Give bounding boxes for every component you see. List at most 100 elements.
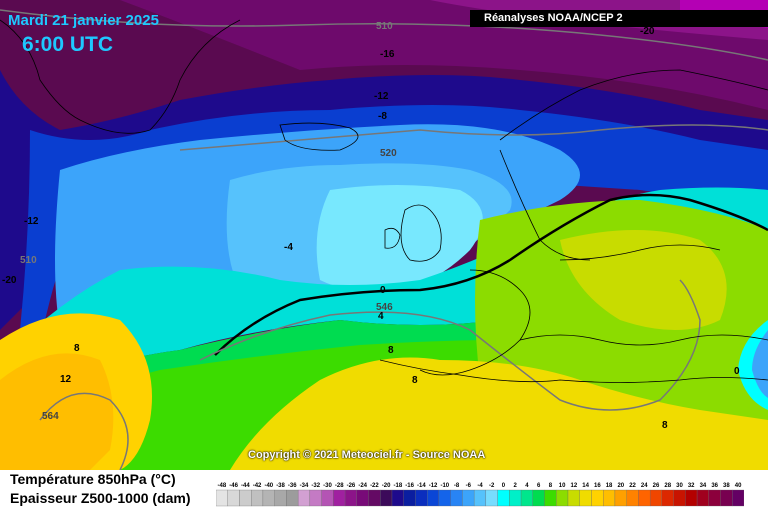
scale-swatch xyxy=(473,489,487,507)
scale-label: 8 xyxy=(549,483,553,489)
contour-label: -4 xyxy=(284,242,293,253)
scale-swatch xyxy=(309,489,322,507)
scale-swatch xyxy=(427,489,440,507)
scale-swatch xyxy=(696,489,709,507)
color-scale: -48 -46 -44 -42 -40 -38 -36 -34 -32 -30 -28 -26 -24-… xyxy=(216,483,744,507)
scale-label: 14 xyxy=(582,483,589,489)
scale-label: -16 xyxy=(405,483,414,489)
scale-swatch xyxy=(415,489,428,507)
contour-label: 8 xyxy=(662,420,668,431)
contour-label: 510 xyxy=(20,255,37,266)
scale-label: 0 xyxy=(502,483,506,489)
scale-label: 34 xyxy=(700,483,707,489)
scale-swatch xyxy=(462,489,475,507)
scale-swatch xyxy=(544,489,557,507)
scale-swatch xyxy=(509,489,522,507)
scale-label: -18 xyxy=(394,483,403,489)
scale-label: 16 xyxy=(594,483,601,489)
scale-swatch xyxy=(368,489,381,507)
scale-label: 26 xyxy=(653,483,660,489)
contour-label: 12 xyxy=(60,374,72,385)
scale-swatch xyxy=(438,489,451,507)
contour-label: 0 xyxy=(734,366,740,377)
scale-swatch xyxy=(227,489,240,507)
contour-label: -12 xyxy=(24,216,39,227)
scale-swatch xyxy=(685,489,698,507)
scale-label: -14 xyxy=(417,483,426,489)
contour-label: 510 xyxy=(376,21,393,32)
scale-label: -40 xyxy=(264,483,273,489)
scale-label: 24 xyxy=(641,483,648,489)
scale-label: -32 xyxy=(311,483,320,489)
scale-swatch xyxy=(239,489,252,507)
scale-swatch xyxy=(356,489,369,507)
scale-swatch xyxy=(497,489,510,507)
scale-label: 40 xyxy=(735,483,742,489)
scale-swatch xyxy=(708,489,721,507)
forecast-date: Mardi 21 janvier 2025 xyxy=(8,12,159,29)
contour-label: 564 xyxy=(42,411,59,422)
contour-label: 8 xyxy=(74,343,80,354)
scale-swatch xyxy=(403,489,416,507)
scale-label: -46 xyxy=(229,483,238,489)
scale-label: -28 xyxy=(335,483,344,489)
scale-swatch xyxy=(321,489,334,507)
scale-label: 30 xyxy=(676,483,683,489)
contour-label: 4 xyxy=(378,311,384,322)
scale-swatch xyxy=(732,489,744,507)
contour-label: -12 xyxy=(374,91,389,102)
scale-swatch xyxy=(251,489,264,507)
scale-label: 38 xyxy=(723,483,730,489)
scale-swatch xyxy=(720,489,733,507)
scale-label: 20 xyxy=(617,483,624,489)
scale-label: 10 xyxy=(559,483,566,489)
scale-label: 22 xyxy=(629,483,636,489)
scale-swatch xyxy=(274,489,287,507)
scale-swatch xyxy=(391,489,404,507)
scale-label: 28 xyxy=(664,483,671,489)
data-source: Réanalyses NOAA/NCEP 2 xyxy=(470,10,768,27)
scale-label: 32 xyxy=(688,483,695,489)
contour-label: 8 xyxy=(388,345,394,356)
scale-label: -42 xyxy=(253,483,262,489)
contour-label: 546 xyxy=(376,302,393,313)
contour-label: -20 xyxy=(640,26,655,37)
scale-swatch xyxy=(649,489,663,507)
scale-label: -44 xyxy=(241,483,250,489)
weather-map: 510 -16 -12 -8 520 -4 0 546 4 8 12 564 -… xyxy=(0,0,768,470)
scale-label: 6 xyxy=(537,483,541,489)
contour-label: 8 xyxy=(412,375,418,386)
scale-swatch xyxy=(567,489,580,507)
contour-label: 0 xyxy=(380,285,386,296)
copyright: Copyright © 2021 Meteociel.fr - Source N… xyxy=(248,449,486,461)
scale-label: -8 xyxy=(454,483,460,489)
scale-swatch xyxy=(344,489,357,507)
scale-label: -12 xyxy=(429,483,438,489)
scale-swatch xyxy=(485,489,498,507)
scale-label: 18 xyxy=(606,483,613,489)
scale-label: -20 xyxy=(382,483,391,489)
scale-label: 4 xyxy=(525,483,529,489)
scale-label: 2 xyxy=(514,483,518,489)
scale-label: -4 xyxy=(477,483,483,489)
scale-label: 36 xyxy=(711,483,718,489)
scale-label: -30 xyxy=(323,483,332,489)
legend-thickness: Epaisseur Z500-1000 (dam) xyxy=(10,490,191,506)
scale-swatch xyxy=(626,489,639,507)
scale-swatch xyxy=(297,489,311,507)
scale-swatch xyxy=(638,489,651,507)
scale-swatch xyxy=(614,489,627,507)
contour-label: 520 xyxy=(380,148,397,159)
scale-label: -36 xyxy=(288,483,297,489)
scale-swatch xyxy=(556,489,569,507)
scale-swatch xyxy=(333,489,346,507)
scale-swatch xyxy=(603,489,616,507)
contour-label: -20 xyxy=(2,275,17,286)
scale-label: -48 xyxy=(218,483,227,489)
scale-swatch xyxy=(532,489,545,507)
scale-label: -22 xyxy=(370,483,379,489)
scale-swatch xyxy=(591,489,604,507)
scale-label: -38 xyxy=(276,483,285,489)
scale-swatch xyxy=(216,489,228,507)
scale-swatch xyxy=(673,489,686,507)
